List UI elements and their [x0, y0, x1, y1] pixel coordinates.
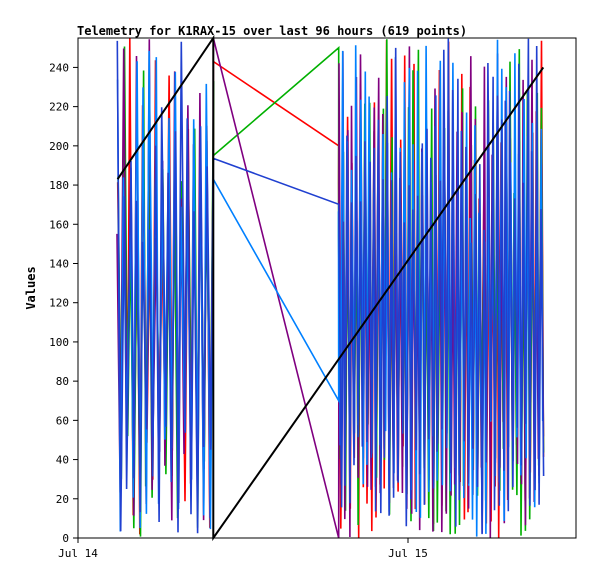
y-tick-label: 120 [49, 297, 69, 310]
y-tick-label: 20 [56, 493, 69, 506]
x-axis: Jul 14 Jul 15 [58, 538, 428, 560]
y-tick-label: 180 [49, 179, 69, 192]
x-tick-label: Jul 14 [58, 547, 98, 560]
y-tick-label: 40 [56, 454, 69, 467]
x-tick-label: Jul 15 [388, 547, 428, 560]
y-axis: 0 20 40 60 80 100 120 140 160 180 200 220 240 [49, 61, 78, 545]
y-tick-label: 0 [62, 532, 69, 545]
y-tick-label: 100 [49, 336, 69, 349]
y-tick-label: 220 [49, 101, 69, 114]
series-layer [116, 34, 545, 542]
series-line [116, 38, 545, 535]
y-tick-label: 240 [49, 61, 69, 74]
plot-frame [77, 37, 577, 539]
y-tick-label: 140 [49, 257, 69, 270]
y-axis-label: Values [24, 266, 38, 309]
y-tick-label: 200 [49, 140, 69, 153]
series-line [116, 34, 545, 542]
y-tick-label: 60 [56, 414, 69, 427]
y-tick-label: 160 [49, 218, 69, 231]
chart-title: Telemetry for K1RAX-15 over last 96 hour… [77, 24, 467, 38]
y-tick-label: 80 [56, 375, 69, 388]
